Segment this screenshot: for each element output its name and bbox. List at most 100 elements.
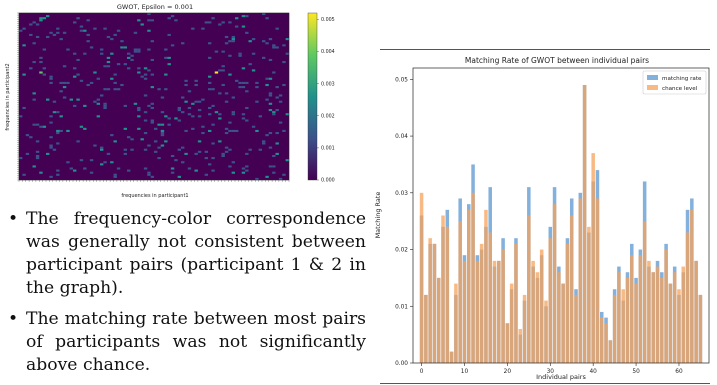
- heatmap-cell: [116, 63, 121, 66]
- heatmap-cell: [170, 167, 175, 170]
- heatmap-cell: [93, 71, 97, 74]
- bar-chance-level: [599, 317, 604, 363]
- heatmap-cell: [35, 23, 40, 26]
- y-tick-label: 0.00: [395, 361, 408, 367]
- heatmap-cell: [211, 88, 215, 91]
- y-tick-label: 0.03: [395, 191, 408, 197]
- heatmap-cell: [245, 90, 249, 93]
- heatmap-cell: [224, 146, 229, 149]
- bar-chance-level: [544, 300, 548, 363]
- heatmap-cell: [218, 113, 222, 116]
- heatmap-cell: [170, 154, 175, 158]
- heatmap-cell: [187, 90, 192, 93]
- heatmap-cell: [86, 83, 90, 87]
- heatmap-cell: [143, 94, 148, 97]
- heatmap-cell: [214, 71, 219, 74]
- heatmap-cell: [255, 86, 259, 89]
- heatmap-cell: [181, 161, 185, 164]
- heatmap-cell: [19, 115, 23, 118]
- heatmap-cell: [177, 106, 182, 110]
- heatmap-cell: [258, 148, 263, 151]
- heatmap-cell: [32, 98, 36, 101]
- heatmap-cell: [147, 144, 151, 147]
- heatmap-cell: [235, 25, 239, 28]
- heatmap-figure: GWOT, Epsilon = 0.001 frequencies in par…: [5, 3, 335, 199]
- heatmap-x-label: frequencies in participant1: [121, 193, 188, 199]
- heatmap-cell: [120, 46, 124, 49]
- colorbar-tick-label: 0.004: [321, 49, 335, 55]
- heatmap-cell: [147, 69, 151, 72]
- heatmap-cell: [150, 19, 155, 22]
- heatmap-cell: [39, 171, 43, 174]
- heatmap-cell: [255, 177, 259, 180]
- heatmap-cell: [208, 163, 212, 166]
- colorbar-tick-label: 0.000: [321, 178, 335, 184]
- heatmap-cell: [32, 42, 36, 45]
- heatmap-cell: [83, 52, 87, 55]
- heatmap-cell: [143, 73, 148, 76]
- heatmap-cell: [103, 102, 107, 105]
- bar-chance-level: [488, 232, 492, 363]
- heatmap-cell: [167, 117, 171, 120]
- heatmap-cell: [46, 15, 50, 18]
- heatmap-cell: [147, 13, 151, 16]
- heatmap-cell: [73, 67, 77, 70]
- heatmap-cell: [62, 31, 67, 34]
- heatmap-cell: [157, 88, 161, 91]
- heatmap-cell: [100, 94, 104, 97]
- heatmap-cell: [228, 73, 232, 76]
- heatmap-cell: [113, 140, 117, 143]
- heatmap-cell: [35, 150, 40, 153]
- heatmap-cell: [83, 127, 87, 130]
- heatmap-cell: [150, 121, 155, 124]
- bar-chance-level: [664, 249, 668, 363]
- heatmap-cell: [231, 113, 236, 116]
- heatmap-cell: [76, 98, 80, 101]
- bar-chance-level: [642, 221, 647, 363]
- heatmap-cell: [278, 100, 283, 103]
- bullet-marker: •: [8, 309, 19, 329]
- heatmap-cell: [73, 75, 77, 78]
- heatmap-cell: [218, 117, 222, 120]
- bar-chance-level: [462, 260, 467, 363]
- heatmap-cell: [133, 48, 138, 51]
- bar-chance-level: [436, 277, 441, 363]
- heatmap-cell: [184, 100, 188, 103]
- bar-chance-level: [582, 85, 587, 363]
- heatmap-cell: [241, 86, 246, 89]
- heatmap-cell: [32, 123, 36, 126]
- heatmap-cell: [29, 23, 33, 26]
- heatmap-cell: [140, 75, 144, 78]
- bar-chance-level: [587, 226, 591, 363]
- chart-title: Matching Rate of GWOT between individual…: [465, 56, 649, 65]
- heatmap-cell: [59, 38, 63, 41]
- heatmap-cell: [201, 131, 205, 135]
- bar-chance-level: [484, 209, 488, 363]
- heatmap-cell: [231, 111, 236, 114]
- heatmap-cell: [137, 67, 141, 70]
- bar-chance-level: [681, 266, 686, 363]
- heatmap-cell: [191, 127, 195, 130]
- heatmap-cell: [160, 131, 165, 135]
- heatmap-cell: [62, 81, 67, 84]
- heatmap-cell: [49, 121, 53, 124]
- heatmap-cell: [194, 79, 198, 82]
- heatmap-cell: [150, 119, 155, 122]
- heatmap-cell: [35, 35, 40, 39]
- heatmap-cell: [275, 142, 279, 145]
- heatmap-cell: [113, 73, 117, 76]
- heatmap-cell: [56, 27, 60, 30]
- series-chance-level: [419, 85, 703, 363]
- plot-frame: [412, 67, 710, 364]
- y-tick-label: 0.01: [395, 304, 408, 310]
- heatmap-cell: [221, 65, 225, 68]
- heatmap-cell: [228, 148, 232, 151]
- heatmap-cell: [272, 171, 276, 174]
- heatmap-cell: [181, 111, 185, 114]
- heatmap-cell: [251, 38, 256, 41]
- heatmap-cell: [228, 129, 232, 132]
- bar-chance-level: [424, 294, 428, 363]
- heatmap-cell: [160, 123, 165, 126]
- heatmap-cell: [110, 134, 114, 137]
- bar-chance-level: [672, 272, 677, 363]
